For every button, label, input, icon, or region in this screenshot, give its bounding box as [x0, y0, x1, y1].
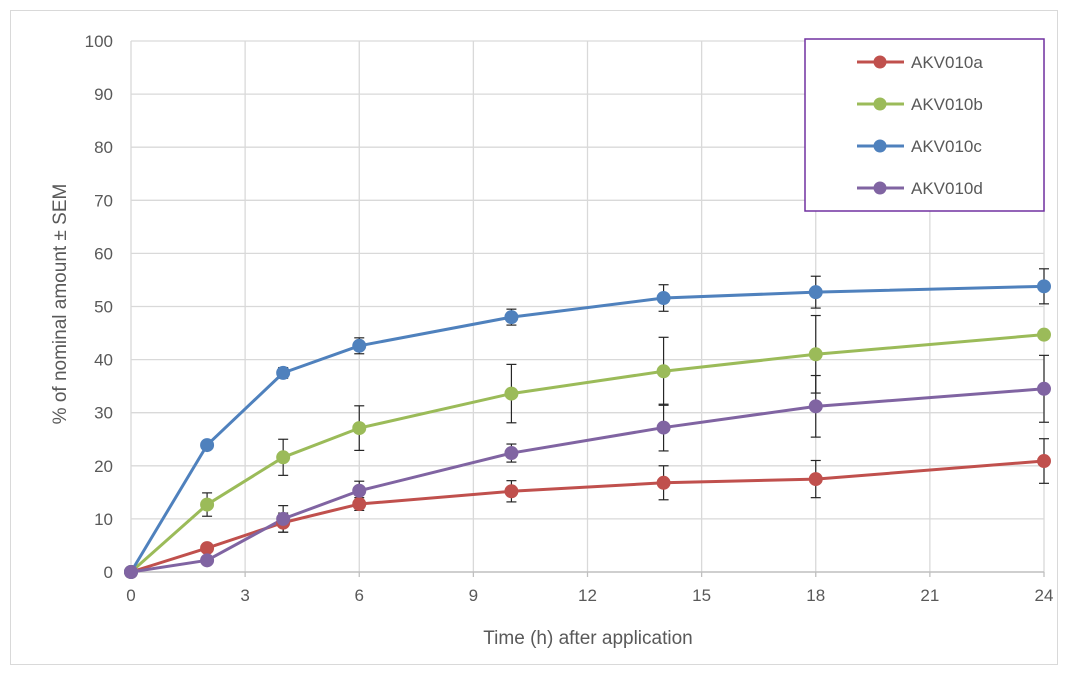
series-lines — [129, 284, 1045, 574]
data-point-AKV010a — [656, 475, 671, 490]
data-point-AKV010c — [200, 438, 215, 453]
series-line-AKV010a — [130, 459, 1045, 574]
data-point-AKV010b — [1037, 327, 1051, 342]
y-tick-label: 90 — [94, 85, 113, 104]
legend-marker-AKV010d — [873, 181, 887, 195]
data-point-AKV010d — [808, 399, 823, 414]
x-tick-label: 3 — [240, 586, 249, 605]
data-point-AKV010b — [276, 450, 291, 465]
line-chart: 0 10 20 30 40 50 60 70 80 90 100 0 3 6 9 12 15 18 21 24 Tim… — [50, 32, 1054, 649]
data-point-AKV010d — [200, 553, 215, 568]
x-tick-label: 9 — [469, 586, 478, 605]
legend-marker-AKV010b — [873, 97, 887, 111]
error-bars — [202, 268, 1049, 533]
data-point-AKV010c — [1037, 279, 1051, 294]
legend-label-AKV010b: AKV010b — [911, 95, 983, 114]
axes — [130, 41, 1045, 577]
legend-marker-AKV010a — [873, 55, 887, 69]
data-point-AKV010b — [656, 364, 671, 379]
data-point-AKV010b — [504, 386, 519, 401]
legend-label-AKV010a: AKV010a — [911, 53, 983, 72]
data-point-AKV010a — [352, 497, 367, 512]
series-line-AKV010b — [130, 333, 1045, 574]
y-tick-label: 0 — [104, 563, 113, 582]
x-tick-label: 24 — [1035, 586, 1054, 605]
x-tick-label: 18 — [806, 586, 825, 605]
x-tick-label: 12 — [578, 586, 597, 605]
legend-box — [804, 38, 1045, 212]
data-point-AKV010c — [352, 338, 367, 353]
data-point-AKV010d — [1037, 381, 1051, 396]
x-tick-label: 0 — [126, 586, 135, 605]
series-line-AKV010d — [130, 387, 1045, 574]
y-tick-label: 30 — [94, 404, 113, 423]
x-tick-label: 15 — [692, 586, 711, 605]
y-tick-label: 20 — [94, 457, 113, 476]
data-point-AKV010b — [200, 497, 215, 512]
legend-label-AKV010d: AKV010d — [911, 179, 983, 198]
data-point-AKV010d — [504, 446, 519, 461]
data-point-AKV010d — [352, 483, 367, 498]
data-point-AKV010c — [808, 285, 823, 300]
y-tick-label: 50 — [94, 298, 113, 317]
data-point-AKV010a — [808, 472, 823, 487]
data-point-AKV010b — [352, 421, 367, 436]
legend: AKV010a AKV010b AKV010c AKV010d — [804, 38, 1045, 212]
data-point-AKV010d — [276, 511, 291, 526]
y-tick-label: 10 — [94, 510, 113, 529]
x-tick-label: 6 — [355, 586, 364, 605]
data-point-AKV010a — [200, 541, 215, 556]
x-axis-title: Time (h) after application — [483, 628, 692, 649]
data-point-AKV010c — [504, 310, 519, 325]
data-point-AKV010d — [124, 565, 138, 579]
y-tick-label: 40 — [94, 351, 113, 370]
data-point-AKV010a — [504, 484, 519, 499]
data-point-AKV010c — [656, 291, 671, 306]
y-axis-title: % of nominal amount ± SEM — [50, 184, 71, 425]
series-markers — [124, 279, 1051, 579]
data-point-AKV010c — [276, 365, 291, 380]
y-tick-label: 80 — [94, 138, 113, 157]
y-tick-label: 70 — [94, 191, 113, 210]
x-tick-label: 21 — [920, 586, 939, 605]
legend-label-AKV010c: AKV010c — [911, 137, 982, 156]
legend-marker-AKV010c — [873, 139, 887, 153]
y-tick-label: 100 — [85, 32, 113, 51]
data-point-AKV010d — [656, 420, 671, 435]
chart-frame: 0 10 20 30 40 50 60 70 80 90 100 0 3 6 9 12 15 18 21 24 Tim… — [10, 10, 1058, 665]
tick-labels: 0 10 20 30 40 50 60 70 80 90 100 0 3 6 9 12 15 18 21 24 — [85, 32, 1054, 605]
data-point-AKV010b — [808, 347, 823, 362]
data-point-AKV010a — [1037, 454, 1051, 469]
series-line-AKV010c — [129, 284, 1045, 573]
y-tick-label: 60 — [94, 244, 113, 263]
